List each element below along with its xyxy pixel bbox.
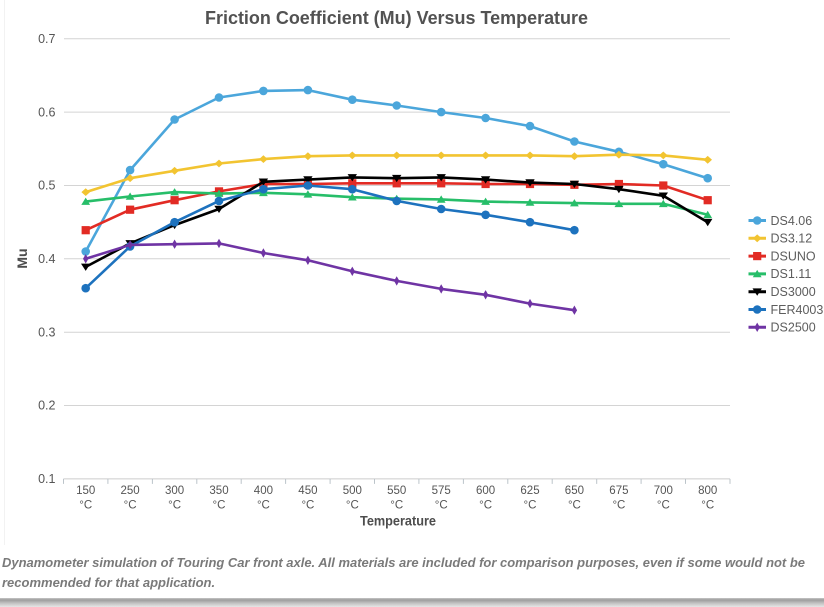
svg-text:°C: °C bbox=[213, 500, 226, 512]
svg-text:DSUNO: DSUNO bbox=[771, 249, 816, 263]
svg-text:0.2: 0.2 bbox=[38, 399, 55, 413]
svg-text:°C: °C bbox=[479, 500, 492, 512]
svg-text:°C: °C bbox=[124, 500, 137, 512]
svg-text:700: 700 bbox=[654, 485, 673, 497]
svg-text:0.4: 0.4 bbox=[38, 252, 55, 266]
svg-text:DS4.06: DS4.06 bbox=[771, 214, 813, 228]
svg-text:600: 600 bbox=[476, 485, 495, 497]
svg-text:150: 150 bbox=[76, 485, 95, 497]
svg-text:350: 350 bbox=[209, 485, 228, 497]
svg-text:625: 625 bbox=[520, 485, 539, 497]
svg-text:°C: °C bbox=[301, 500, 314, 512]
svg-text:°C: °C bbox=[257, 500, 270, 512]
svg-text:°C: °C bbox=[524, 500, 537, 512]
svg-text:675: 675 bbox=[609, 485, 628, 497]
svg-text:FER4003: FER4003 bbox=[771, 303, 824, 317]
svg-text:Temperature: Temperature bbox=[360, 513, 436, 529]
svg-text:450: 450 bbox=[298, 485, 317, 497]
svg-text:°C: °C bbox=[346, 500, 359, 512]
svg-text:DS1.11: DS1.11 bbox=[771, 267, 812, 281]
svg-text:575: 575 bbox=[432, 485, 451, 497]
svg-text:500: 500 bbox=[343, 485, 362, 497]
svg-text:650: 650 bbox=[565, 485, 584, 497]
svg-text:0.1: 0.1 bbox=[38, 472, 55, 486]
svg-text:Mu: Mu bbox=[14, 248, 30, 268]
svg-text:°C: °C bbox=[390, 500, 403, 512]
svg-text:550: 550 bbox=[387, 485, 406, 497]
svg-text:DS3.12: DS3.12 bbox=[771, 232, 813, 246]
svg-text:800: 800 bbox=[698, 485, 717, 497]
svg-text:0.7: 0.7 bbox=[38, 32, 55, 46]
svg-text:DS3000: DS3000 bbox=[771, 285, 816, 299]
svg-text:0.5: 0.5 bbox=[38, 179, 55, 193]
svg-text:°C: °C bbox=[168, 500, 181, 512]
svg-text:300: 300 bbox=[165, 485, 184, 497]
svg-text:250: 250 bbox=[121, 485, 140, 497]
svg-text:recommended for that applicati: recommended for that application. bbox=[2, 575, 215, 590]
svg-text:°C: °C bbox=[79, 500, 92, 512]
svg-text:DS2500: DS2500 bbox=[771, 321, 816, 335]
svg-text:Dynamometer simulation of Tour: Dynamometer simulation of Touring Car fr… bbox=[2, 555, 805, 570]
svg-text:°C: °C bbox=[612, 500, 625, 512]
svg-text:0.6: 0.6 bbox=[38, 105, 55, 119]
svg-text:°C: °C bbox=[657, 500, 670, 512]
svg-text:°C: °C bbox=[701, 500, 714, 512]
svg-text:°C: °C bbox=[568, 500, 581, 512]
svg-text:0.3: 0.3 bbox=[38, 325, 55, 339]
svg-text:Friction Coefficient (Mu) Vers: Friction Coefficient (Mu) Versus Tempera… bbox=[205, 8, 588, 28]
svg-text:°C: °C bbox=[435, 500, 448, 512]
svg-text:400: 400 bbox=[254, 485, 273, 497]
